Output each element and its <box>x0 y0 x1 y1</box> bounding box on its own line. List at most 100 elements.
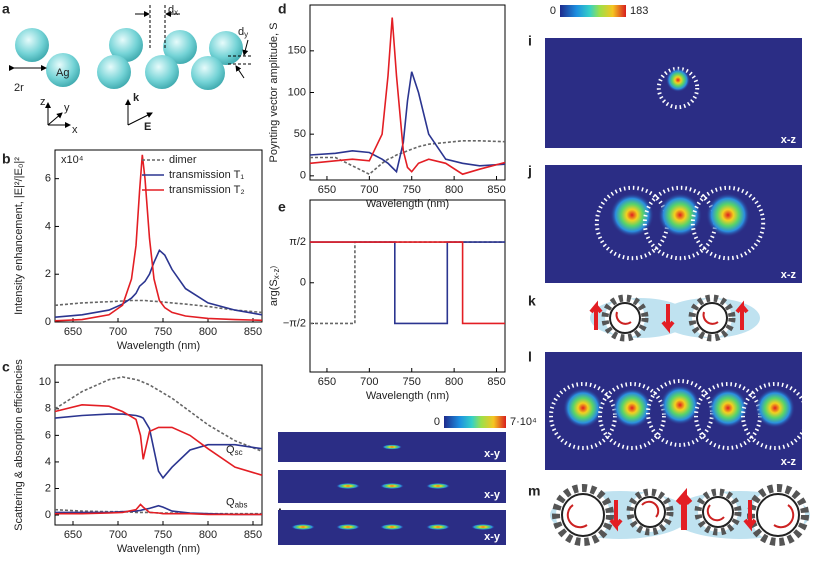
y-tick-label: 0 <box>45 316 51 328</box>
panel-label: a <box>2 1 10 17</box>
panel-label: i <box>528 33 532 49</box>
x-tick-label: 700 <box>109 529 127 541</box>
vector-field <box>656 66 700 110</box>
hot-spot <box>666 68 690 92</box>
plot-frame <box>309 4 506 181</box>
annotation-part: sc <box>235 448 243 457</box>
panel-label: e <box>278 199 286 215</box>
y-axis-label: arg(Sx-z) <box>268 266 281 307</box>
hot-spot <box>610 193 654 237</box>
annotation-part: abs <box>235 501 248 510</box>
series-line <box>310 140 506 176</box>
x-axis-label: Wavelength (nm) <box>117 340 200 352</box>
colorbar-min: 0 <box>434 416 440 428</box>
y-tick-label: 150 <box>288 45 306 57</box>
panel-label: d <box>278 1 287 17</box>
dx-label-part: x <box>174 8 178 17</box>
x-tick-label: 650 <box>64 326 82 338</box>
y-axis-label-part: ) <box>269 266 278 269</box>
x-tick-label: 750 <box>154 529 172 541</box>
x-tick-label: 650 <box>64 529 82 541</box>
map-label: x-z <box>781 269 797 281</box>
axis-label: x <box>72 124 78 136</box>
x-axis-label: Wavelength (nm) <box>117 543 200 555</box>
y-tick-label: 4 <box>45 220 51 232</box>
series-line <box>54 413 263 480</box>
series-line <box>309 17 506 176</box>
series-line <box>310 241 505 325</box>
panel-a-diagram <box>9 5 252 128</box>
k-label: k <box>133 92 140 104</box>
colorbar <box>560 5 626 17</box>
y-axis-label-part: x-z <box>272 269 281 280</box>
x-tick-label: 850 <box>487 376 505 388</box>
map-label: x-y <box>484 448 501 460</box>
field-map <box>545 38 802 148</box>
x-tick-label: 850 <box>244 326 262 338</box>
map-label: x-z <box>781 134 797 146</box>
colorbar-max: 7·10⁴ <box>510 416 537 428</box>
dy-label: dy <box>238 26 248 39</box>
series-line <box>309 71 506 174</box>
panel-label: m <box>528 483 540 499</box>
map-label: x-y <box>484 489 501 501</box>
hot-spot <box>380 524 404 530</box>
y-tick-label: 0 <box>45 509 51 521</box>
y-axis-label: Poynting vector amplitude, S <box>268 22 280 162</box>
hot-spot <box>426 483 450 489</box>
x-tick-label: 850 <box>487 184 505 196</box>
dx-label-part: d <box>168 4 174 16</box>
annotation: Qabs <box>226 496 247 509</box>
series-line <box>54 403 263 476</box>
x-tick-label: 800 <box>445 184 463 196</box>
hot-spot <box>426 524 450 530</box>
x-tick-label: 800 <box>199 529 217 541</box>
x-tick-label: 800 <box>445 376 463 388</box>
hot-spot <box>291 524 315 530</box>
panel-label: j <box>527 163 532 179</box>
hot-spot <box>658 193 702 237</box>
y-tick-label: 0 <box>300 170 306 182</box>
y-tick-label: 4 <box>45 456 51 468</box>
map-label: x-y <box>484 531 501 543</box>
series-line <box>310 241 505 325</box>
hot-spot <box>336 483 360 489</box>
x-tick-label: 700 <box>360 184 378 196</box>
panel-k-diagram <box>589 294 760 342</box>
y-tick-label: 6 <box>45 173 51 185</box>
legend-label: transmission T₁ <box>169 169 244 181</box>
x-tick-label: 700 <box>360 376 378 388</box>
hot-spot <box>471 524 495 530</box>
dx-label: dx <box>168 4 178 17</box>
plot-frame <box>54 149 263 323</box>
plot-frame <box>309 199 506 373</box>
vector-field <box>741 382 809 450</box>
y-tick-label: 6 <box>45 429 51 441</box>
x-axis-label: Wavelength (nm) <box>366 390 449 402</box>
y-tick-label: −π/2 <box>283 317 306 329</box>
legend-label: transmission T₂ <box>169 184 245 196</box>
colorbar <box>444 416 506 428</box>
y-tick-label: 2 <box>45 482 51 494</box>
panel-label: k <box>528 293 536 309</box>
series-line <box>54 299 263 314</box>
y-tick-label: 0 <box>300 277 306 289</box>
vector-field <box>690 185 766 261</box>
axis-label: y <box>64 102 70 114</box>
dy-label-part: d <box>238 26 244 38</box>
panel-m-diagram <box>550 484 810 546</box>
series-line <box>310 241 505 325</box>
y-tick-label: 8 <box>45 403 51 415</box>
series-line <box>55 503 262 516</box>
hot-spot <box>382 444 402 450</box>
series-line <box>54 154 263 322</box>
x-axis-label: Wavelength (nm) <box>366 198 449 210</box>
colorbar-max: 183 <box>630 5 648 17</box>
hot-spot <box>336 524 360 530</box>
y-tick-label: 100 <box>288 86 306 98</box>
x-tick-label: 750 <box>154 326 172 338</box>
y-axis-label: Scattering & absorption efficiencies <box>13 359 25 531</box>
y-axis-label: Intensity enhancement, |E|²/|E₀|² <box>13 157 25 315</box>
annotation-part: Q <box>226 444 235 456</box>
